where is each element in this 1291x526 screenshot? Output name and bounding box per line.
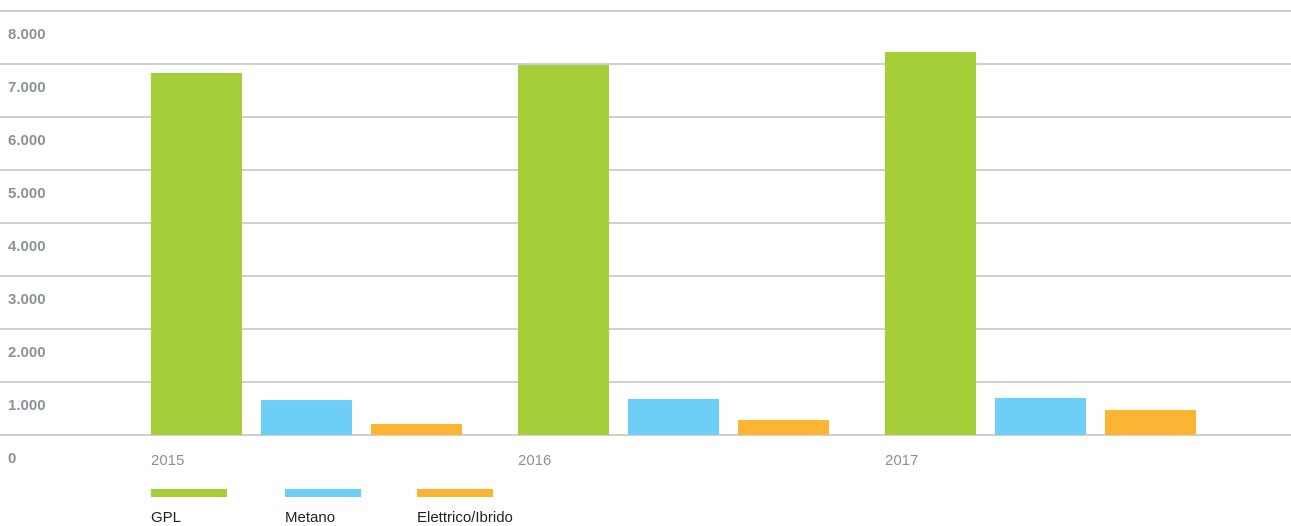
legend-swatch: [151, 489, 227, 497]
y-tick-label: 3.000: [8, 291, 46, 308]
bar: [518, 65, 609, 435]
y-tick-label: 8.000: [8, 26, 46, 43]
bar: [628, 398, 719, 435]
y-tick-label: 4.000: [8, 238, 46, 255]
legend-label: Elettrico/Ibrido: [417, 509, 513, 526]
legend-label: GPL: [151, 509, 181, 526]
legend-swatch: [417, 489, 493, 497]
bar: [1105, 409, 1196, 435]
y-tick-label: 0: [8, 450, 16, 467]
y-tick-label: 2.000: [8, 344, 46, 361]
x-tick-label: 2017: [885, 452, 918, 469]
y-tick-label: 5.000: [8, 185, 46, 202]
bar: [261, 400, 352, 435]
x-tick-label: 2015: [151, 452, 184, 469]
y-tick-label: 6.000: [8, 132, 46, 149]
bar: [371, 423, 462, 435]
bar: [151, 73, 242, 435]
x-tick-label: 2016: [518, 452, 551, 469]
y-tick-label: 7.000: [8, 79, 46, 96]
bar: [738, 420, 829, 435]
legend-swatch: [285, 489, 361, 497]
bar: [995, 397, 1086, 435]
bar: [885, 52, 976, 435]
legend-label: Metano: [285, 509, 335, 526]
y-tick-label: 1.000: [8, 397, 46, 414]
